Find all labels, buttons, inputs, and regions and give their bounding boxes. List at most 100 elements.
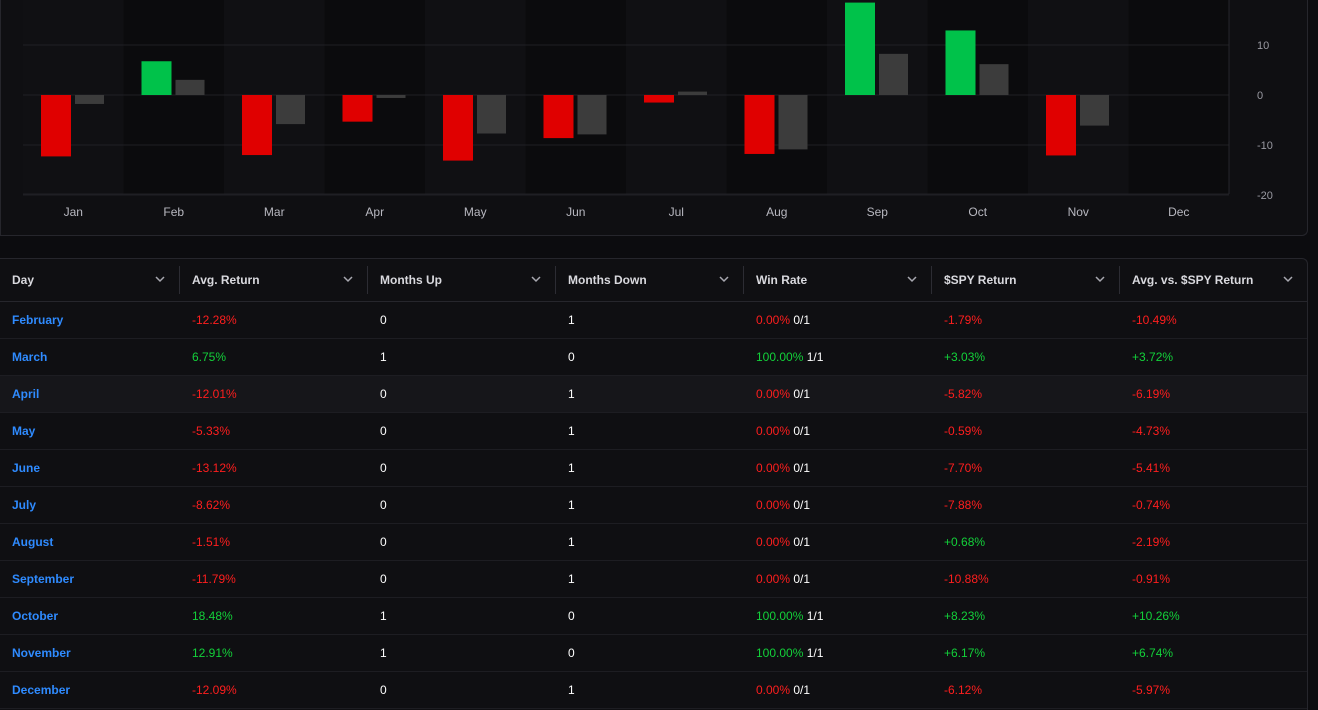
- column-header-win-rate[interactable]: Win Rate: [744, 259, 932, 302]
- win-rate-fraction: 1/1: [806, 349, 824, 364]
- month-link[interactable]: August: [0, 523, 180, 561]
- column-header-avg-vs-spy-return[interactable]: Avg. vs. $SPY Return: [1120, 259, 1308, 302]
- months-down-cell: 0: [556, 634, 744, 672]
- column-header-label: Months Up: [380, 272, 442, 287]
- month-band: [827, 0, 928, 194]
- chevron-down-icon[interactable]: [1282, 273, 1294, 285]
- avg-return-cell: -1.51%: [180, 523, 368, 561]
- seasonality-chart-panel: Jan Feb Mar Apr May Jun Jul Aug Sep Oct Nov Dec 10 0 -…: [0, 0, 1308, 236]
- month-link[interactable]: December: [0, 671, 180, 709]
- month-link[interactable]: April: [0, 375, 180, 413]
- column-header-day[interactable]: Day: [0, 259, 180, 302]
- column-resize-handle[interactable]: [1119, 266, 1120, 294]
- column-header-months-up[interactable]: Months Up: [368, 259, 556, 302]
- month-link[interactable]: September: [0, 560, 180, 598]
- column-resize-handle[interactable]: [931, 266, 932, 294]
- win-rate-cell: 0.00% 0/1: [744, 375, 932, 413]
- avg-return-cell: -12.01%: [180, 375, 368, 413]
- spy-return-cell: -7.88%: [932, 486, 1120, 524]
- avg-return-cell: -12.28%: [180, 301, 368, 339]
- win-rate-percent: 0.00%: [756, 571, 791, 586]
- spy-bar-apr: [376, 95, 406, 98]
- return-bar-jun: [543, 95, 574, 139]
- chevron-down-icon[interactable]: [1094, 273, 1106, 285]
- chevron-down-icon[interactable]: [718, 273, 730, 285]
- month-link[interactable]: June: [0, 449, 180, 487]
- spy-return-cell: -10.88%: [932, 560, 1120, 598]
- months-down-cell: 1: [556, 375, 744, 413]
- table-row[interactable]: July -8.62% 0 1 0.00% 0/1 -7.88% -0.74%: [0, 486, 1307, 524]
- chevron-down-icon[interactable]: [906, 273, 918, 285]
- x-tick-label: Feb: [163, 205, 184, 219]
- months-down-cell: 1: [556, 523, 744, 561]
- win-rate-cell: 0.00% 0/1: [744, 671, 932, 709]
- column-header-months-down[interactable]: Months Down: [556, 259, 744, 302]
- table-row[interactable]: June -13.12% 0 1 0.00% 0/1 -7.70% -5.41%: [0, 449, 1307, 487]
- monthly-return-bar-chart: Jan Feb Mar Apr May Jun Jul Aug Sep Oct Nov Dec 10 0 -…: [23, 0, 1273, 219]
- win-rate-cell: 100.00% 1/1: [744, 634, 932, 672]
- column-header-spy-return[interactable]: $SPY Return: [932, 259, 1120, 302]
- avg-vs-spy-cell: +6.74%: [1120, 634, 1307, 672]
- month-link[interactable]: February: [0, 301, 180, 339]
- spy-return-cell: -7.70%: [932, 449, 1120, 487]
- avg-vs-spy-cell: -4.73%: [1120, 412, 1307, 450]
- month-band: [425, 0, 526, 194]
- months-up-cell: 0: [368, 375, 556, 413]
- chevron-down-icon[interactable]: [342, 273, 354, 285]
- x-tick-label: Sep: [867, 205, 889, 219]
- win-rate-cell: 100.00% 1/1: [744, 597, 932, 635]
- table-row[interactable]: March 6.75% 1 0 100.00% 1/1 +3.03% +3.72%: [0, 338, 1307, 376]
- months-down-cell: 1: [556, 671, 744, 709]
- months-down-cell: 1: [556, 560, 744, 598]
- table-row[interactable]: October 18.48% 1 0 100.00% 1/1 +8.23% +10.26%: [0, 597, 1307, 635]
- table-row[interactable]: August -1.51% 0 1 0.00% 0/1 +0.68% -2.19%: [0, 523, 1307, 561]
- monthly-stats-table: Day Avg. Return Months Up Months Down Win Ra…: [0, 259, 1308, 709]
- months-up-cell: 1: [368, 338, 556, 376]
- months-down-cell: 0: [556, 597, 744, 635]
- y-tick-label: -10: [1257, 140, 1273, 152]
- table-row[interactable]: February -12.28% 0 1 0.00% 0/1 -1.79% -10.49%: [0, 301, 1307, 339]
- column-resize-handle[interactable]: [1307, 266, 1308, 294]
- column-header-avg-return[interactable]: Avg. Return: [180, 259, 368, 302]
- month-link[interactable]: October: [0, 597, 180, 635]
- column-header-label: Avg. vs. $SPY Return: [1132, 272, 1254, 287]
- return-bar-jul: [644, 95, 674, 103]
- return-bar-jan: [41, 95, 71, 157]
- table-row[interactable]: December -12.09% 0 1 0.00% 0/1 -6.12% -5.97%: [0, 671, 1307, 709]
- avg-return-cell: -5.33%: [180, 412, 368, 450]
- table-row[interactable]: September -11.79% 0 1 0.00% 0/1 -10.88% -0.91%: [0, 560, 1307, 598]
- table-row[interactable]: May -5.33% 0 1 0.00% 0/1 -0.59% -4.73%: [0, 412, 1307, 450]
- spy-bar-jul: [678, 91, 707, 95]
- column-resize-handle[interactable]: [555, 266, 556, 294]
- x-tick-label: Jun: [566, 205, 585, 219]
- win-rate-fraction: 0/1: [793, 312, 811, 327]
- column-resize-handle[interactable]: [743, 266, 744, 294]
- table-row[interactable]: November 12.91% 1 0 100.00% 1/1 +6.17% +6.74%: [0, 634, 1307, 672]
- win-rate-percent: 0.00%: [756, 460, 791, 475]
- month-link[interactable]: July: [0, 486, 180, 524]
- column-resize-handle[interactable]: [367, 266, 368, 294]
- month-link[interactable]: March: [0, 338, 180, 376]
- month-band: [224, 0, 325, 194]
- months-down-cell: 1: [556, 412, 744, 450]
- win-rate-fraction: 0/1: [793, 460, 811, 475]
- months-down-cell: 1: [556, 301, 744, 339]
- avg-return-cell: 12.91%: [180, 634, 368, 672]
- win-rate-percent: 0.00%: [756, 386, 791, 401]
- chevron-down-icon[interactable]: [530, 273, 542, 285]
- table-row[interactable]: April -12.01% 0 1 0.00% 0/1 -5.82% -6.19%: [0, 375, 1307, 413]
- column-resize-handle[interactable]: [179, 266, 180, 294]
- win-rate-fraction: 0/1: [793, 423, 811, 438]
- avg-vs-spy-cell: -6.19%: [1120, 375, 1307, 413]
- month-link[interactable]: May: [0, 412, 180, 450]
- return-bar-may: [443, 95, 473, 161]
- win-rate-fraction: 0/1: [793, 497, 811, 512]
- month-link[interactable]: November: [0, 634, 180, 672]
- avg-return-cell: -12.09%: [180, 671, 368, 709]
- win-rate-fraction: 0/1: [793, 571, 811, 586]
- win-rate-fraction: 0/1: [793, 682, 811, 697]
- x-tick-label: Aug: [766, 205, 787, 219]
- column-header-label: Day: [12, 272, 35, 287]
- months-up-cell: 0: [368, 412, 556, 450]
- chevron-down-icon[interactable]: [154, 273, 166, 285]
